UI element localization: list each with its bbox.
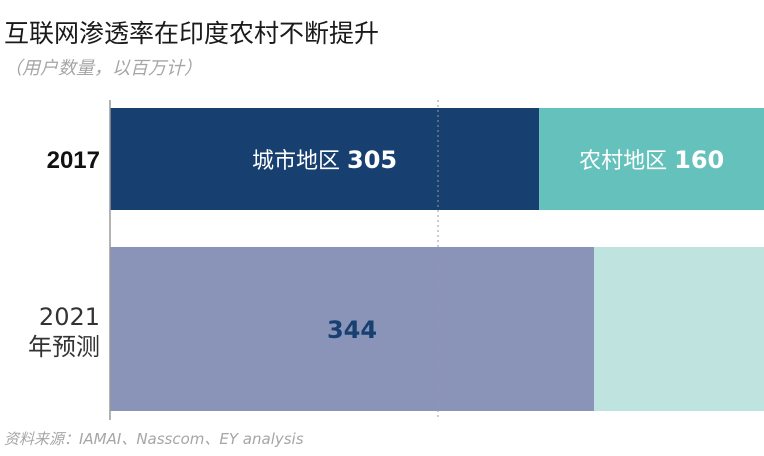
category-label-2021-line-0: 2021	[39, 303, 100, 331]
bar-rural-1	[594, 247, 764, 411]
bar-urban-0	[110, 108, 540, 210]
category-label-2017: 2017	[47, 147, 100, 174]
bar-rural-0	[539, 108, 764, 210]
category-label-2021-line-1: 年预测	[28, 333, 100, 361]
chart-subtitle: （用户数量，以百万计）	[4, 58, 202, 79]
source-note: 资料来源：IAMAI、Nasscom、EY analysis	[4, 430, 304, 448]
bar-urban-1	[110, 247, 595, 411]
data-label-1-0: 农村地区 160	[579, 146, 724, 174]
data-label-0-1: 344	[327, 316, 377, 344]
chart-title: 互联网渗透率在印度农村不断提升	[4, 19, 380, 48]
data-label-0-0: 城市地区 305	[252, 146, 397, 174]
